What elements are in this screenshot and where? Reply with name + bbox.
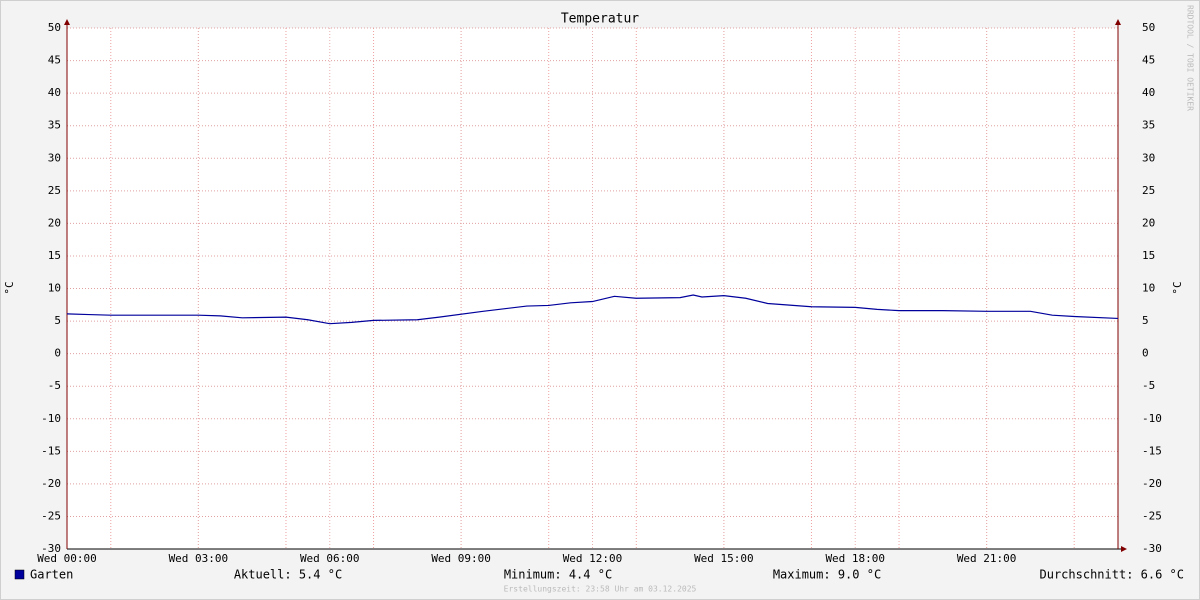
y-tick-label: 0 xyxy=(54,347,61,360)
footer: Erstellungszeit: 23:58 Uhr am 03.12.2025 xyxy=(504,585,697,594)
y-tick-label: 25 xyxy=(48,184,61,197)
y-tick-label: 10 xyxy=(48,282,61,295)
y2-tick-label: 25 xyxy=(1142,184,1155,197)
series-line xyxy=(66,294,1119,325)
y-tick-label: 40 xyxy=(48,86,61,99)
y2-tick-label: 35 xyxy=(1142,119,1155,132)
stat: Maximum: 9.0 °C xyxy=(773,568,881,582)
y2-axis-label: °C xyxy=(1171,281,1184,294)
y2-tick-label: -25 xyxy=(1142,509,1162,522)
y-tick-label: 15 xyxy=(48,249,61,262)
x-tick-label: Wed 03:00 xyxy=(169,552,229,565)
x-tick-label: Wed 09:00 xyxy=(431,552,491,565)
legend-swatch xyxy=(14,569,25,580)
y-axis-label: °C xyxy=(3,281,16,294)
y2-tick-label: 10 xyxy=(1142,282,1155,295)
stat: Durchschnitt: 6.6 °C xyxy=(1040,568,1185,582)
y-tick-label: -5 xyxy=(48,379,61,392)
y2-tick-label: -15 xyxy=(1142,444,1162,457)
y-tick-label: 50 xyxy=(48,21,61,34)
x-tick-label: Wed 18:00 xyxy=(825,552,885,565)
legend-label: Garten xyxy=(30,568,73,582)
x-tick-label: Wed 12:00 xyxy=(563,552,623,565)
stat: Aktuell: 5.4 °C xyxy=(234,568,342,582)
y2-tick-label: -10 xyxy=(1142,412,1162,425)
y-tick-label: 20 xyxy=(48,216,61,229)
stat: Minimum: 4.4 °C xyxy=(504,568,612,582)
x-tick-label: Wed 21:00 xyxy=(957,552,1017,565)
y2-tick-label: 40 xyxy=(1142,86,1155,99)
watermark: RRDTOOL / TOBI OETIKER xyxy=(1186,5,1195,111)
y2-tick-label: 45 xyxy=(1142,54,1155,67)
y-tick-label: 5 xyxy=(54,314,61,327)
x-tick-label: Wed 00:00 xyxy=(37,552,97,565)
y2-tick-label: 5 xyxy=(1142,314,1149,327)
y-tick-label: 30 xyxy=(48,151,61,164)
y2-tick-label: -30 xyxy=(1142,542,1162,555)
y2-tick-label: -5 xyxy=(1142,379,1155,392)
y2-tick-label: 20 xyxy=(1142,216,1155,229)
axis-arrow xyxy=(1115,19,1121,25)
y-tick-label: -30 xyxy=(41,542,61,555)
x-tick-label: Wed 06:00 xyxy=(300,552,360,565)
y-tick-label: -25 xyxy=(41,509,61,522)
y-tick-label: 45 xyxy=(48,54,61,67)
y-tick-label: -15 xyxy=(41,444,61,457)
chart-title: Temperatur xyxy=(561,12,639,27)
axis-arrow xyxy=(64,19,70,25)
y2-tick-label: 30 xyxy=(1142,151,1155,164)
y-tick-label: -20 xyxy=(41,477,61,490)
y2-tick-label: -20 xyxy=(1142,477,1162,490)
y2-tick-label: 0 xyxy=(1142,347,1149,360)
axis-arrow xyxy=(1121,546,1127,552)
x-tick-label: Wed 15:00 xyxy=(694,552,754,565)
y2-tick-label: 15 xyxy=(1142,249,1155,262)
y-tick-label: -10 xyxy=(41,412,61,425)
y2-tick-label: 50 xyxy=(1142,21,1155,34)
y-tick-label: 35 xyxy=(48,119,61,132)
